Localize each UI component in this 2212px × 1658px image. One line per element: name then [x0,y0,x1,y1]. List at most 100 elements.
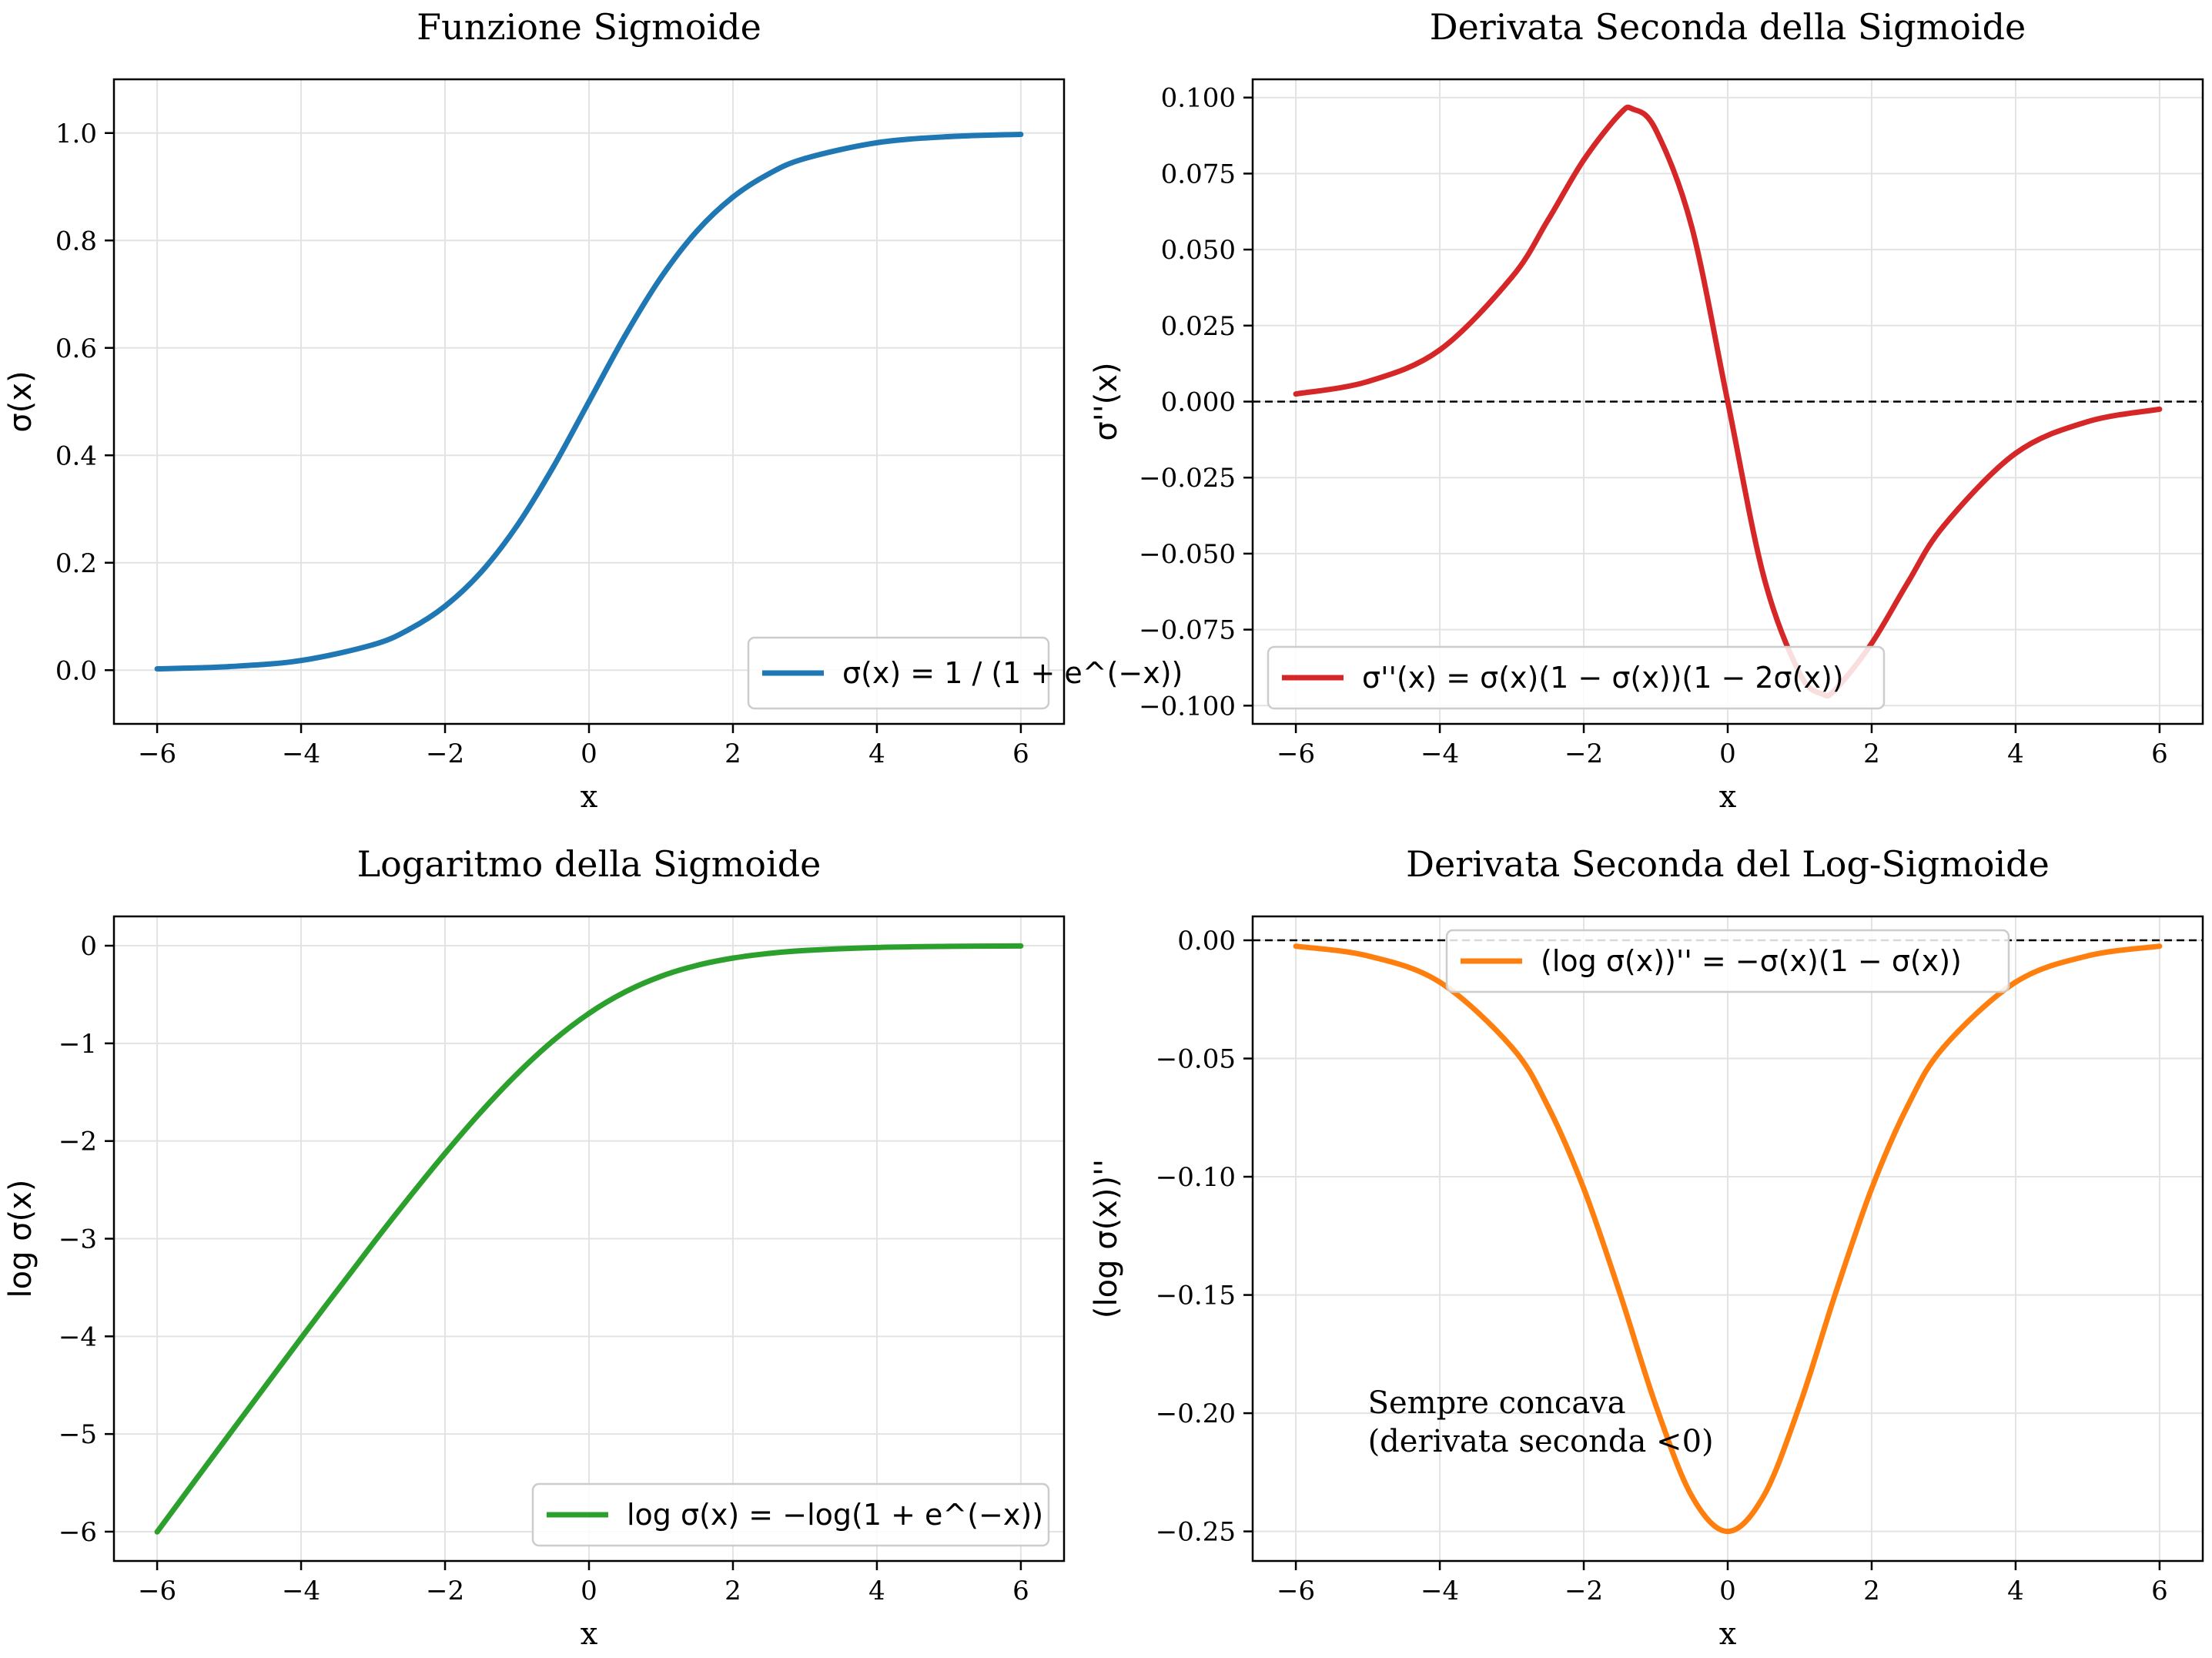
data-point [1509,1044,1515,1050]
data-point [1725,1529,1731,1535]
data-point [442,603,448,609]
y-tick-label: 0.075 [1161,159,1236,189]
x-tick-label: 2 [725,739,741,769]
data-point [550,1038,556,1044]
y-tick-label: −0.10 [1156,1162,1236,1193]
data-point [478,1109,484,1115]
data-point [586,399,592,404]
data-point [154,1529,160,1535]
data-point [370,641,376,648]
data-point [226,1432,233,1438]
x-tick-label: 4 [2007,1576,2024,1606]
x-tick-label: −2 [426,739,464,769]
data-point [1293,943,1299,950]
data-point [1653,1402,1659,1408]
data-point [2157,406,2163,412]
x-tick-label: 0 [581,739,597,769]
y-tick-label: −0.075 [1139,615,1236,646]
x-tick-label: −6 [1277,1576,1315,1606]
x-tick-label: −6 [138,1576,176,1606]
y-tick-label: −0.050 [1139,539,1236,570]
data-point [874,944,880,950]
data-point [945,133,952,139]
legend-label: (log σ(x))'' = −σ(x)(1 − σ(x)) [1541,944,1962,978]
data-point [2157,943,2163,950]
y-tick-label: 0.000 [1161,387,1236,418]
data-point [1617,1290,1623,1296]
legend: σ''(x) = σ(x)(1 − σ(x))(1 − 2σ(x)) [1267,645,1886,710]
data-point [1761,1493,1767,1499]
y-tick-label: −3 [59,1224,97,1255]
y-tick-label: 0.025 [1161,311,1236,342]
data-point [298,1335,304,1341]
data-point [2013,451,2019,457]
y-tick-label: −6 [59,1517,97,1548]
data-point [1905,1103,1911,1109]
data-point [766,950,772,956]
chart-title: Logaritmo della Sigmoide [357,843,822,885]
data-point [658,973,664,980]
legend-box [747,636,1050,710]
data-point [694,228,700,234]
data-point [766,171,772,177]
data-point [1796,1402,1802,1408]
y-tick-label: −0.20 [1156,1398,1236,1429]
y-tick-label: 0 [80,931,97,962]
data-point [1832,1290,1839,1296]
data-point [1630,106,1636,112]
data-point [1688,223,1695,229]
y-tick-label: −0.05 [1156,1044,1236,1075]
data-point [1365,953,1371,959]
annotation-text: (derivata seconda <0) [1368,1424,1714,1459]
data-point [1725,399,1731,404]
legend-box [1445,929,2010,993]
y-tick-label: 0.6 [55,333,97,364]
x-tick-label: −2 [1564,1576,1603,1606]
data-point [370,1241,376,1247]
data-point [1940,523,1946,529]
subplot-2: −6 −4 −2 0 2 4 6 −0.100 −0.075 −0.050 −0.025 0.000 0… [1089,6,2204,815]
x-axis-label: x [1719,779,1737,815]
y-axis-label: (log σ(x))'' [1089,1159,1124,1318]
data-point [226,664,233,670]
data-point [730,955,736,961]
data-point [801,947,808,953]
data-point [622,989,628,995]
chart-title: Funzione Sigmoide [417,6,761,48]
y-tick-label: −4 [59,1321,97,1352]
data-point [1293,391,1299,397]
x-tick-label: 0 [581,1576,597,1606]
data-point [801,156,808,162]
x-tick-label: −2 [1564,739,1603,769]
legend: log σ(x) = −log(1 + e^(−x)) [531,1482,1050,1547]
y-axis-label: σ(x) [3,370,38,432]
x-tick-label: −6 [138,739,176,769]
x-tick-label: −4 [282,739,320,769]
chart-title: Derivata Seconda della Sigmoide [1430,6,2026,48]
x-tick-label: 0 [1719,739,1736,769]
legend-label: σ(x) = 1 / (1 + e^(−x)) [842,656,1183,690]
chart-title: Derivata Seconda del Log-Sigmoide [1406,843,2050,885]
legend-box [1267,645,1886,710]
data-point [154,666,160,672]
x-tick-label: 4 [868,1576,885,1606]
y-tick-label: 0.00 [1177,926,1236,956]
x-tick-label: 0 [1719,1576,1736,1606]
data-point [622,333,628,339]
data-point [2084,953,2090,959]
legend-label: log σ(x) = −log(1 + e^(−x)) [627,1498,1043,1532]
data-point [1869,640,1875,646]
data-point [1509,274,1515,280]
legend: σ(x) = 1 / (1 + e^(−x)) [747,636,1183,710]
data-point [2084,419,2090,425]
y-tick-label: 0.0 [55,655,97,686]
data-point [406,626,412,632]
data-point [1688,1493,1695,1499]
data-point [1018,131,1024,137]
y-tick-label: −0.25 [1156,1517,1236,1548]
data-point [1905,580,1911,586]
y-tick-label: 0.4 [55,440,97,471]
series-line [155,943,1021,1534]
data-point [658,274,664,280]
